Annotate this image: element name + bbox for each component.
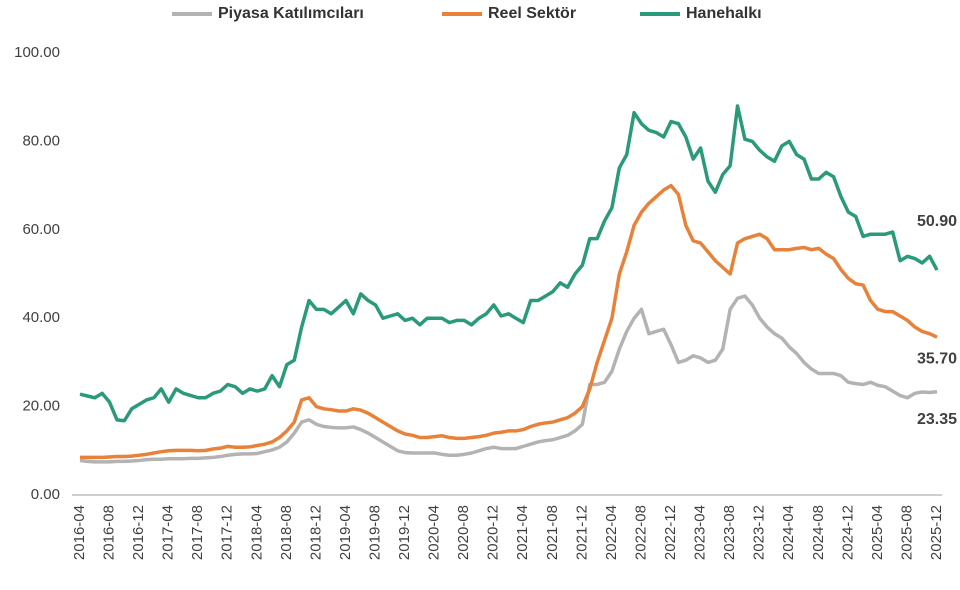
x-tick-label: 2023-04 (692, 505, 709, 560)
x-tick-label: 2020-04 (426, 505, 443, 560)
x-tick-label: 2022-08 (632, 505, 649, 560)
x-tick-label: 2024-04 (780, 505, 797, 560)
x-tick-label: 2017-12 (219, 505, 236, 560)
series-line (80, 183, 938, 460)
x-tick-label: 2025-12 (928, 505, 945, 560)
x-tick-label: 2025-04 (869, 505, 886, 560)
x-tick-label: 2017-08 (189, 505, 206, 560)
legend-label: Hanehalkı (686, 5, 762, 22)
x-tick-label: 2016-04 (71, 505, 88, 560)
x-tick-label: 2017-04 (160, 505, 177, 560)
y-tick-label: 40.00 (22, 309, 60, 326)
x-tick-label: 2021-12 (573, 505, 590, 560)
y-tick-label: 80.00 (22, 132, 60, 149)
x-tick-label: 2016-12 (130, 505, 147, 560)
x-tick-label: 2019-12 (396, 505, 413, 560)
y-tick-label: 60.00 (22, 221, 60, 238)
value-label: 50.90 (917, 213, 957, 230)
legend-label: Reel Sektör (488, 5, 576, 22)
x-tick-label: 2022-04 (603, 505, 620, 560)
x-tick-label: 2022-12 (662, 505, 679, 560)
x-tick-label: 2019-04 (337, 505, 354, 560)
x-tick-label: 2016-08 (101, 505, 118, 560)
value-label: 23.35 (917, 411, 957, 428)
legend-label: Piyasa Katılımcıları (218, 5, 364, 22)
x-tick-label: 2024-08 (810, 505, 827, 560)
x-tick-label: 2018-08 (278, 505, 295, 560)
series-line (79, 104, 939, 423)
x-tick-label: 2021-04 (514, 505, 531, 560)
value-label: 35.70 (917, 350, 957, 367)
x-tick-label: 2018-04 (248, 505, 265, 560)
x-tick-label: 2020-12 (485, 505, 502, 560)
x-tick-label: 2024-12 (839, 505, 856, 560)
x-tick-label: 2023-08 (721, 505, 738, 560)
x-tick-label: 2019-08 (366, 505, 383, 560)
x-tick-label: 2020-08 (455, 505, 472, 560)
series-line (79, 294, 938, 464)
x-tick-label: 2018-12 (307, 505, 324, 560)
x-tick-label: 2021-08 (544, 505, 561, 560)
x-tick-label: 2025-08 (898, 505, 915, 560)
y-tick-label: 100.00 (14, 44, 60, 61)
y-tick-label: 20.00 (22, 398, 60, 415)
y-tick-label: 0.00 (31, 486, 60, 503)
x-tick-label: 2023-12 (751, 505, 768, 560)
